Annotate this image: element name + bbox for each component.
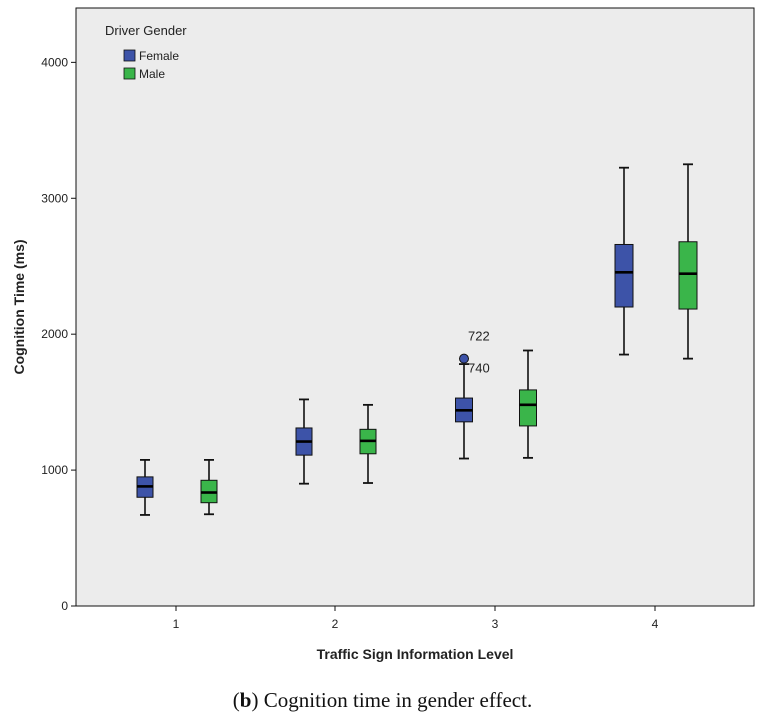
box-female-4 [614,166,634,356]
boxplot-chart: 0 1000 2000 3000 4000 722 740 Driver Gender F… [11,7,755,662]
outlier-point [459,353,469,364]
x-axis: 1 2 3 4 [173,606,659,631]
legend-swatch-male [123,67,136,80]
y-tick-label: 4000 [41,55,68,69]
box-female-3: 722 740 [455,329,490,460]
box-male-2 [359,403,377,484]
box-layer: 722 740 [136,163,698,516]
x-tick-label: 4 [652,617,659,631]
legend-label-female: Female [139,49,179,63]
legend-label-male: Male [139,67,165,81]
y-tick-label: 2000 [41,327,68,341]
legend-title: Driver Gender [105,23,187,38]
x-tick-label: 1 [173,617,180,631]
y-tick-label: 3000 [41,191,68,205]
x-tick-label: 3 [492,617,499,631]
box-female-2 [295,398,313,485]
x-tick-label: 2 [332,617,339,631]
outlier-label: 722 [468,329,490,344]
legend: Driver Gender Female Male [105,23,187,81]
legend-swatch-female [123,49,136,62]
box-male-3 [519,349,537,459]
box-female-1 [136,458,154,516]
box-body [614,243,634,308]
box-body [678,241,698,310]
figure-caption: (b) Cognition time in gender effect. [232,688,533,712]
y-tick-label: 0 [61,599,68,613]
caption-label: b [239,688,252,712]
box-male-4 [678,163,698,360]
caption-text: Cognition time in gender effect. [258,688,533,712]
y-tick-label: 1000 [41,463,68,477]
box-male-1 [200,458,218,516]
outlier-label: 740 [468,361,490,376]
box-body [519,389,537,427]
y-axis-label: Cognition Time (ms) [11,239,27,374]
y-axis: 0 1000 2000 3000 4000 [41,55,76,613]
plot-background [75,7,755,607]
x-axis-label: Traffic Sign Information Level [317,646,514,662]
